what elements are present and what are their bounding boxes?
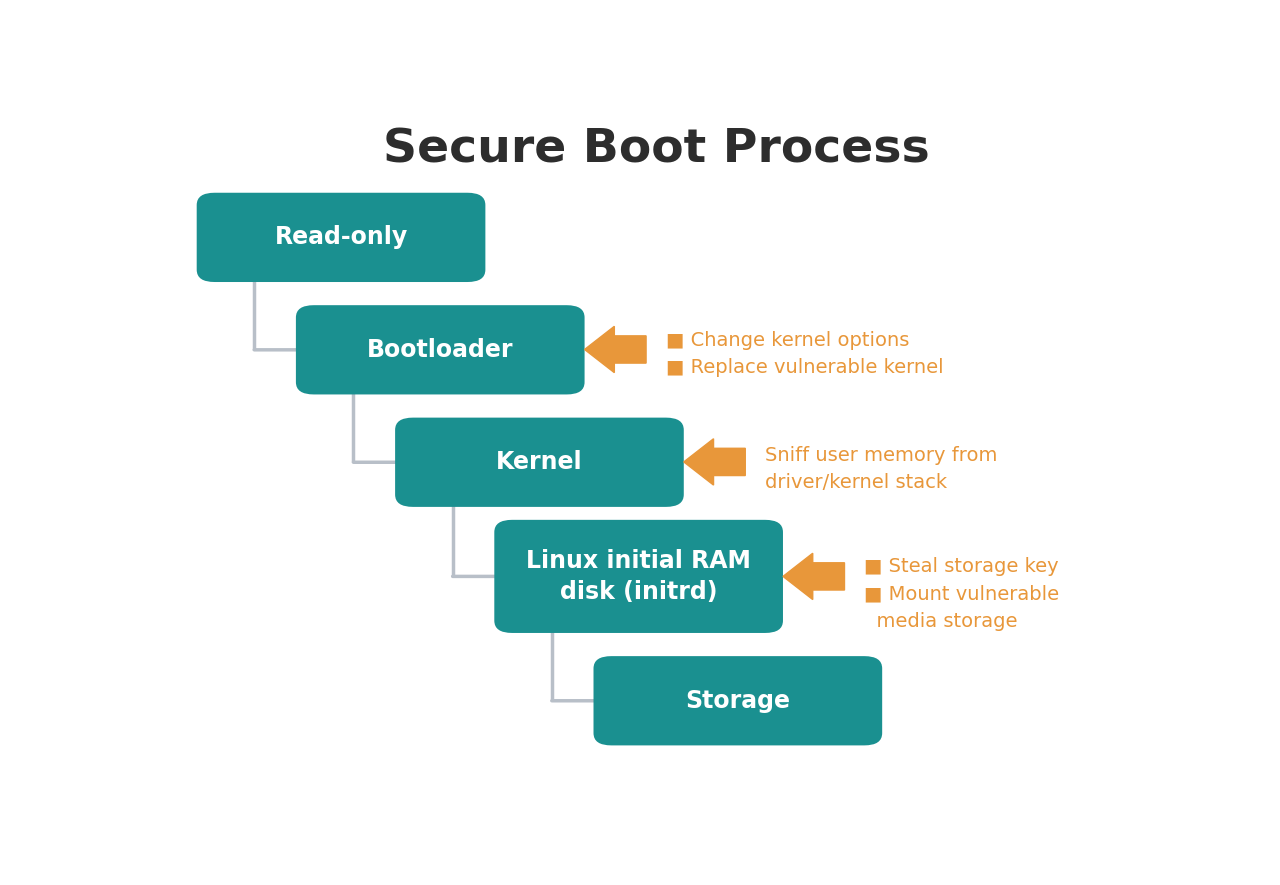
FancyBboxPatch shape [296,305,585,395]
Text: Kernel: Kernel [497,450,582,474]
FancyArrow shape [783,553,845,599]
FancyBboxPatch shape [197,193,485,282]
FancyBboxPatch shape [396,418,684,507]
FancyBboxPatch shape [494,519,783,633]
FancyArrow shape [585,327,646,373]
Text: Storage: Storage [685,689,790,712]
Text: Sniff user memory from
driver/kernel stack: Sniff user memory from driver/kernel sta… [765,445,997,492]
FancyArrow shape [684,439,745,485]
Text: Read-only: Read-only [274,226,407,250]
Text: Bootloader: Bootloader [367,338,513,362]
Text: Secure Boot Process: Secure Boot Process [383,128,929,173]
Text: Linux initial RAM
disk (initrd): Linux initial RAM disk (initrd) [526,549,751,604]
Text: ■ Steal storage key
■ Mount vulnerable
  media storage: ■ Steal storage key ■ Mount vulnerable m… [864,558,1060,631]
Text: ■ Change kernel options
■ Replace vulnerable kernel: ■ Change kernel options ■ Replace vulner… [666,331,943,377]
FancyBboxPatch shape [594,656,882,745]
